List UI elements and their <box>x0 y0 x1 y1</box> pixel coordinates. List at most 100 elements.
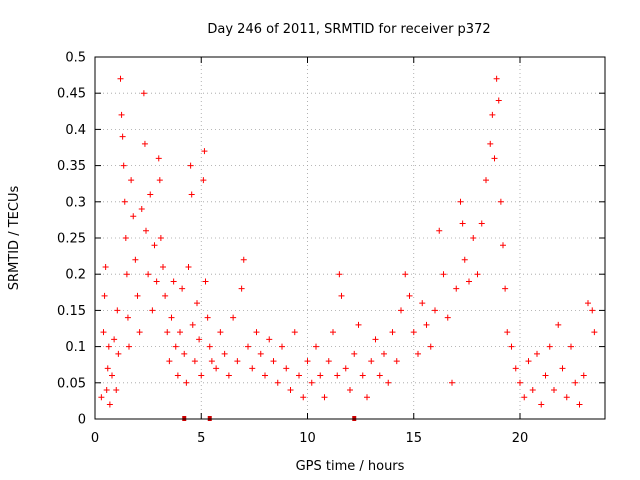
data-point <box>217 329 224 336</box>
data-point <box>106 401 113 408</box>
data-point <box>457 198 464 205</box>
data-point <box>162 292 169 299</box>
data-point <box>166 358 173 365</box>
data-point <box>117 75 124 82</box>
data-point <box>100 329 107 336</box>
data-point <box>449 379 455 386</box>
data-point <box>177 329 183 336</box>
chart-title: Day 246 of 2011, SRMTID for receiver p37… <box>207 22 490 37</box>
data-point <box>213 365 220 372</box>
data-point <box>153 278 160 285</box>
data-point <box>478 220 485 227</box>
data-point <box>279 343 285 350</box>
y-tick-label: 0.2 <box>65 268 86 283</box>
y-tick-label: 0.5 <box>65 51 86 66</box>
data-point <box>136 329 143 336</box>
data-point <box>308 379 315 386</box>
data-point <box>351 350 358 357</box>
data-point <box>296 372 302 379</box>
data-point <box>225 372 232 379</box>
data-point <box>538 401 545 408</box>
data-point <box>119 133 126 140</box>
data-point <box>185 263 192 270</box>
grid-layer <box>95 57 605 419</box>
data-point <box>191 358 198 365</box>
data-point <box>183 379 190 386</box>
data-point <box>240 256 247 263</box>
data-point <box>179 285 186 292</box>
data-point <box>491 155 498 162</box>
data-point <box>508 343 515 350</box>
data-point <box>493 75 500 82</box>
data-point <box>330 329 336 336</box>
data-point <box>262 372 268 379</box>
data-point <box>105 343 112 350</box>
data-point <box>187 162 194 169</box>
data-point <box>589 307 596 314</box>
data-point <box>551 387 557 394</box>
data-point <box>347 387 353 394</box>
data-point <box>157 235 164 241</box>
data-point <box>504 329 511 336</box>
data-point <box>164 329 171 336</box>
data-point <box>204 314 211 321</box>
data-point <box>181 350 188 357</box>
x-tick-label: 15 <box>405 431 422 446</box>
data-point <box>194 300 200 307</box>
data-point <box>253 329 260 336</box>
data-point <box>188 191 195 198</box>
data-point <box>140 90 147 97</box>
data-point <box>287 387 294 394</box>
data-point <box>364 394 370 401</box>
data-point <box>122 235 129 241</box>
data-point <box>487 140 494 147</box>
data-point <box>453 285 460 292</box>
data-point <box>120 162 127 169</box>
tick-layer: 0 0.05 0.1 0.15 0.2 0.25 0.3 0.35 0.4 0.45 0.5 0 5 10… <box>57 51 605 446</box>
points-layer <box>98 75 598 408</box>
x-tick-label: 0 <box>91 431 99 446</box>
data-point <box>283 365 290 372</box>
data-point <box>461 256 468 263</box>
y-tick-label: 0.25 <box>57 232 86 247</box>
data-point <box>591 329 598 336</box>
y-tick-label: 0.3 <box>65 195 86 210</box>
data-point <box>474 271 481 278</box>
data-point <box>525 358 532 365</box>
data-point <box>168 314 175 321</box>
data-point <box>338 292 345 299</box>
data-point <box>160 263 166 270</box>
data-point <box>145 271 152 278</box>
data-point <box>130 213 137 220</box>
data-point <box>313 343 319 350</box>
data-point <box>230 314 237 321</box>
data-point <box>534 350 540 357</box>
data-point <box>568 343 574 350</box>
data-point <box>402 271 409 278</box>
data-point <box>138 206 145 213</box>
data-point <box>419 300 426 307</box>
data-point <box>189 321 196 328</box>
data-point <box>512 365 519 372</box>
y-tick-label: 0.35 <box>57 159 86 174</box>
data-point <box>124 314 131 321</box>
data-point <box>101 292 108 299</box>
data-point <box>381 350 387 357</box>
data-point <box>368 358 375 365</box>
data-point <box>123 271 130 278</box>
data-point <box>126 343 132 350</box>
data-point <box>432 307 438 314</box>
data-point <box>489 111 496 118</box>
data-point <box>103 387 110 394</box>
data-point <box>497 198 504 205</box>
data-point <box>143 227 149 234</box>
y-axis-label: SRMTID / TECUs <box>7 186 22 291</box>
data-point <box>436 227 443 234</box>
data-point <box>500 242 506 249</box>
data-point <box>572 379 579 386</box>
data-point <box>389 329 396 336</box>
data-point <box>202 278 209 285</box>
data-point <box>114 307 121 314</box>
data-point <box>317 372 324 379</box>
data-point <box>172 343 179 350</box>
